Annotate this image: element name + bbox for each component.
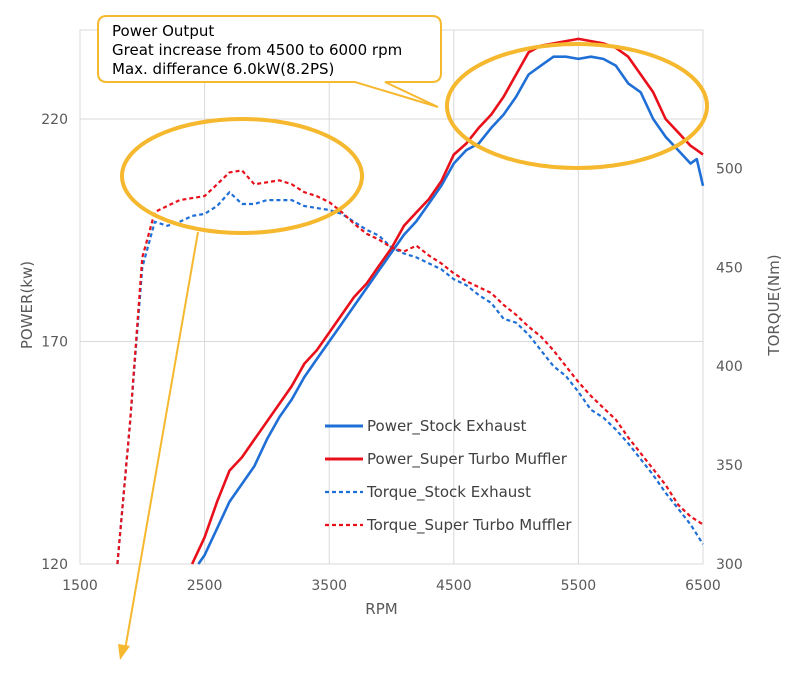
x-tick-label: 1500 [62,578,98,594]
right-tick-label: 350 [716,458,743,474]
right-axis-title: TORQUE(Nm) [765,254,783,356]
legend-item: Power_Stock Exhaust [325,417,527,436]
legend-label: Torque_Stock Exhaust [366,483,531,502]
series-line [116,191,704,565]
x-tick-label: 6500 [685,578,721,594]
legend-label: Torque_Super Turbo Muffler [366,516,572,535]
arrow-head-icon [118,644,130,660]
series-line [190,37,704,565]
series-power-super-turbo-muffler [190,37,704,565]
x-tick-label: 2500 [187,578,223,594]
x-tick-label: 4500 [436,578,472,594]
power-highlight-ellipse [445,42,709,170]
callout-box [97,15,442,108]
torque-highlight-ellipse [120,117,364,235]
legend-item: Power_Super Turbo Muffler [325,450,568,469]
legend-item: Torque_Stock Exhaust [325,483,531,502]
callout-line: Power Output [112,22,214,40]
left-tick-label: 120 [41,557,68,573]
series-torque-super-turbo-muffler [116,169,704,565]
highlight-ellipses [118,42,709,660]
series-group [116,37,705,565]
legend-label: Power_Stock Exhaust [367,417,527,436]
legend: Power_Stock Exhaust Power_Super Turbo Muf… [325,417,572,535]
series-line [197,55,705,565]
x-axis-title: RPM [365,600,397,618]
right-tick-label: 500 [716,161,743,177]
left-tick-label: 220 [41,112,68,128]
x-tick-label: 3500 [311,578,347,594]
tick-labels: 1500 2500 3500 4500 5500 6500 120 170 220 300 350 4… [41,112,742,594]
legend-label: Power_Super Turbo Muffler [367,450,568,469]
left-tick-label: 170 [41,335,68,351]
callout-line: Max. differance 6.0kW(8.2PS) [112,60,334,78]
series-torque-stock-exhaust [116,191,704,565]
callout-line: Great increase from 4500 to 6000 rpm [112,41,402,59]
x-tick-label: 5500 [561,578,597,594]
right-tick-label: 400 [716,359,743,375]
left-axis-title: POWER(kw) [18,261,36,349]
grid [79,29,704,565]
pointer-line [124,231,199,651]
series-line [116,169,704,565]
right-tick-label: 450 [716,260,743,276]
right-tick-label: 300 [716,557,743,573]
legend-item: Torque_Super Turbo Muffler [325,516,572,535]
series-power-stock-exhaust [197,55,705,565]
